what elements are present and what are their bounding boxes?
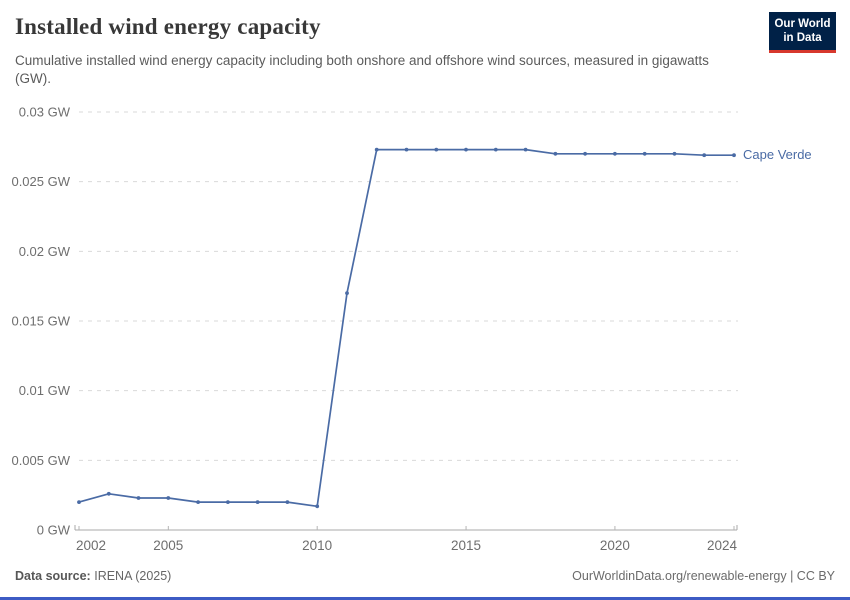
x-tick-label: 2020	[600, 538, 630, 553]
data-point-2011[interactable]	[345, 291, 349, 295]
y-tick-label: 0 GW	[37, 523, 71, 538]
owid-logo-line2: in Data	[783, 32, 822, 45]
data-point-2007[interactable]	[226, 500, 230, 504]
x-tick-label: 2010	[302, 538, 332, 553]
data-point-2014[interactable]	[434, 147, 439, 152]
data-point-2013[interactable]	[404, 147, 409, 152]
x-tick-label: 2005	[153, 538, 183, 553]
x-tick-label: 2015	[451, 538, 481, 553]
data-point-2024[interactable]	[732, 153, 736, 158]
data-point-2017[interactable]	[523, 147, 528, 152]
data-point-2008[interactable]	[255, 500, 260, 504]
chart-subtitle: Cumulative installed wind energy capacit…	[15, 53, 709, 86]
data-point-2003[interactable]	[106, 491, 111, 496]
y-tick-label: 0.02 GW	[19, 244, 71, 259]
y-tick-label: 0.015 GW	[11, 314, 70, 329]
owid-logo-line1: Our World	[774, 18, 831, 30]
y-tick-label: 0.025 GW	[11, 174, 70, 189]
x-tick-label: 2024	[707, 538, 738, 553]
data-point-2009[interactable]	[285, 500, 290, 504]
data-point-2021[interactable]	[642, 151, 647, 156]
data-point-2002[interactable]	[77, 500, 81, 504]
owid-logo[interactable]: Our World in Data	[769, 12, 836, 53]
chart-title: Installed wind energy capacity	[15, 14, 321, 39]
capacity-line[interactable]	[78, 148, 734, 508]
license-link[interactable]: OurWorldinData.org/renewable-energy | CC…	[572, 569, 835, 583]
data-source-label: Data source:	[15, 569, 91, 583]
bottom-accent-bar	[0, 597, 850, 600]
data-point-2018[interactable]	[553, 151, 558, 156]
data-point-2015[interactable]	[464, 147, 468, 152]
data-point-2005[interactable]	[166, 496, 171, 500]
data-point-2012[interactable]	[374, 147, 379, 152]
data-point-2020[interactable]	[613, 151, 617, 156]
y-tick-label: 0.03 GW	[19, 105, 71, 120]
data-source: Data source: IRENA (2025)	[15, 569, 171, 583]
y-tick-label: 0.01 GW	[19, 383, 71, 398]
data-point-2023[interactable]	[702, 153, 707, 158]
series-label-cape-verde[interactable]: Cape Verde	[743, 147, 812, 163]
data-point-2016[interactable]	[493, 147, 498, 152]
y-tick-label: 0.005 GW	[11, 453, 70, 468]
data-point-2010[interactable]	[315, 504, 320, 509]
data-source-value: IRENA (2025)	[94, 569, 172, 583]
data-point-2022[interactable]	[672, 151, 677, 156]
data-point-2019[interactable]	[583, 151, 587, 156]
x-tick-label: 2002	[76, 538, 106, 553]
data-point-2006[interactable]	[196, 500, 201, 504]
data-point-2004[interactable]	[136, 496, 141, 500]
